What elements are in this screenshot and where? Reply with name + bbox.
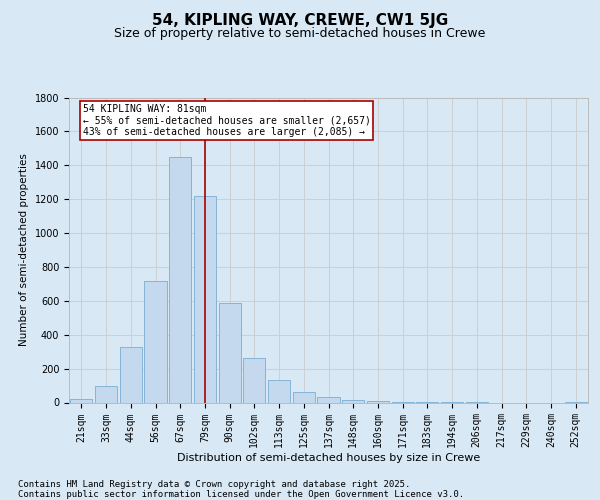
Bar [293,392,315,402]
Bar [95,386,117,402]
Bar [119,346,142,403]
Text: Contains HM Land Registry data © Crown copyright and database right 2025.
Contai: Contains HM Land Registry data © Crown c… [18,480,464,499]
Bar [243,358,265,403]
Bar [268,380,290,402]
Bar [70,399,92,402]
Text: 54, KIPLING WAY, CREWE, CW1 5JG: 54, KIPLING WAY, CREWE, CW1 5JG [152,12,448,28]
Bar [194,196,216,402]
Bar [218,302,241,402]
Bar [367,401,389,402]
Bar [145,280,167,402]
Bar [317,398,340,402]
Text: Size of property relative to semi-detached houses in Crewe: Size of property relative to semi-detach… [115,28,485,40]
Y-axis label: Number of semi-detached properties: Number of semi-detached properties [19,154,29,346]
Bar [342,400,364,402]
Text: 54 KIPLING WAY: 81sqm
← 55% of semi-detached houses are smaller (2,657)
43% of s: 54 KIPLING WAY: 81sqm ← 55% of semi-deta… [83,104,370,138]
X-axis label: Distribution of semi-detached houses by size in Crewe: Distribution of semi-detached houses by … [177,453,480,463]
Bar [169,157,191,402]
